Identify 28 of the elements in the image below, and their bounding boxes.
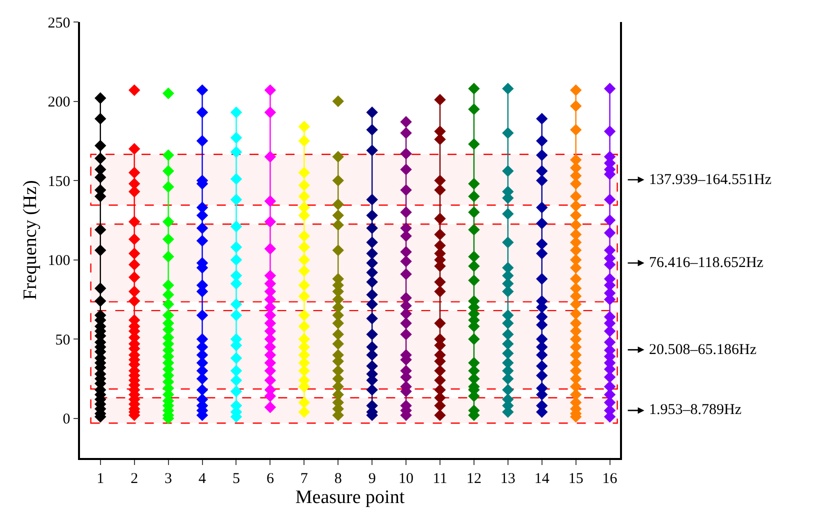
x-axis-title: Measure point [295, 487, 406, 508]
x-tick-label: 9 [368, 470, 376, 487]
y-tick-label: 200 [48, 94, 70, 111]
x-tick-label: 10 [398, 470, 414, 487]
y-tick-label: 250 [48, 15, 70, 32]
x-tick-label: 16 [602, 470, 618, 487]
x-tick-label: 15 [568, 470, 584, 487]
x-tick-label: 8 [334, 470, 342, 487]
band-label: 76.416–118.652Hz [649, 255, 764, 271]
band-label: 1.953–8.789Hz [649, 402, 742, 418]
x-tick-label: 5 [232, 470, 240, 487]
x-tick-label: 7 [300, 470, 308, 487]
y-tick-label: 0 [62, 412, 70, 428]
x-tick-label: 3 [164, 470, 172, 487]
y-tick-label: 150 [48, 174, 70, 190]
y-tick-label: 100 [48, 253, 70, 270]
x-tick-label: 2 [130, 470, 138, 487]
x-tick-label: 11 [432, 470, 448, 487]
x-tick-label: 6 [266, 470, 274, 487]
y-axis-title: Frequency (Hz) [20, 180, 42, 300]
band-label: 20.508–65.186Hz [649, 342, 757, 358]
x-tick-label: 14 [534, 470, 550, 487]
x-tick-label: 1 [96, 470, 104, 487]
x-tick-label: 12 [466, 470, 482, 487]
x-tick-label: 13 [500, 470, 516, 487]
band-label: 137.939–164.551Hz [649, 172, 772, 188]
x-tick-label: 4 [198, 470, 207, 487]
y-tick-label: 50 [55, 332, 70, 348]
